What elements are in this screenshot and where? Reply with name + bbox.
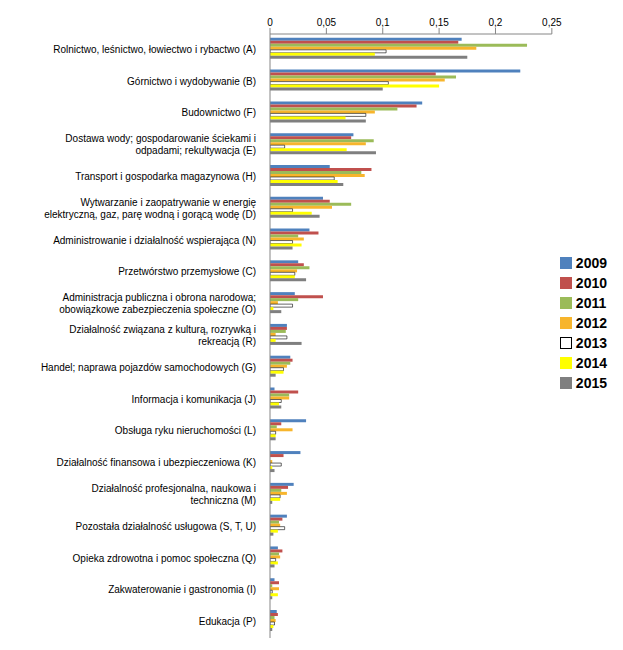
html-text:2013: 2013 <box>575 335 607 351</box>
svg-text:Transport i gospodarka magazyn: Transport i gospodarka magazynowa (H) <box>75 171 256 182</box>
svg-text:Administracja publiczna i obro: Administracja publiczna i obrona narodow… <box>59 292 256 315</box>
html-text:2012: 2012 <box>575 315 607 331</box>
svg-text:Górnictwo i wydobywanie (B): Górnictwo i wydobywanie (B) <box>127 76 256 87</box>
svg-text:Rolnictwo, leśnictwo, łowiectw: Rolnictwo, leśnictwo, łowiectwo i rybact… <box>53 44 256 55</box>
svg-text:Działalność związana z kulturą: Działalność związana z kulturą, rozrywką… <box>69 324 256 347</box>
html-text:2015: 2015 <box>575 375 607 391</box>
svg-text:Działalność finansowa i ubezpi: Działalność finansowa i ubezpieczeniowa … <box>56 457 256 468</box>
svg-text:0,2: 0,2 <box>489 17 503 28</box>
svg-text:Przetwórstwo przemysłowe (C): Przetwórstwo przemysłowe (C) <box>118 266 256 277</box>
svg-text:Edukacja (P): Edukacja (P) <box>199 616 256 627</box>
svg-text:Wytwarzanie i zaopatrywanie w: Wytwarzanie i zaopatrywanie w energięele… <box>44 197 256 220</box>
html-text:2011: 2011 <box>575 295 607 311</box>
svg-text:0,15: 0,15 <box>429 17 449 28</box>
html-text:2010: 2010 <box>575 275 607 291</box>
svg-text:Budownictwo (F): Budownictwo (F) <box>182 107 256 118</box>
svg-text:0,1: 0,1 <box>376 17 390 28</box>
svg-text:0,25: 0,25 <box>542 17 562 28</box>
svg-text:Administrowanie i działalność: Administrowanie i działalność wspierając… <box>53 235 256 246</box>
html-text:2014: 2014 <box>575 355 607 371</box>
svg-text:0,05: 0,05 <box>317 17 337 28</box>
html-text:2009: 2009 <box>575 255 607 271</box>
svg-text:Działalność profesjonalna, nau: Działalność profesjonalna, naukowa itech… <box>91 483 256 506</box>
svg-text:Opieka zdrowotna i pomoc społe: Opieka zdrowotna i pomoc społeczna (Q) <box>73 553 256 564</box>
svg-text:Handel; naprawa pojazdów samoc: Handel; naprawa pojazdów samochodowych (… <box>41 362 256 373</box>
svg-text:Pozostała działalność usługowa: Pozostała działalność usługowa (S, T, U) <box>76 521 256 532</box>
svg-text:Dostawa wody; gospodarowanie ś: Dostawa wody; gospodarowanie ściekami io… <box>65 133 256 156</box>
svg-text:Obsługa ryku nieruchomości (L): Obsługa ryku nieruchomości (L) <box>115 425 256 436</box>
svg-text:Informacja i komunikacja (J): Informacja i komunikacja (J) <box>132 394 256 405</box>
svg-text:0: 0 <box>267 17 273 28</box>
svg-text:Zakwaterowanie i gastronomia (: Zakwaterowanie i gastronomia (I) <box>108 584 256 595</box>
